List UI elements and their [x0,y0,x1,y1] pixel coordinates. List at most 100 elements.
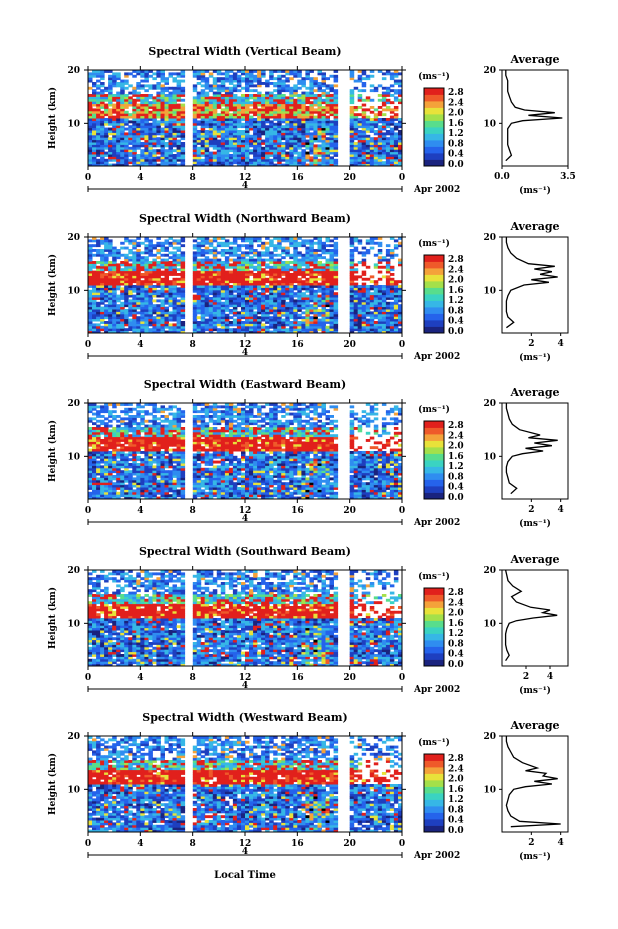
heatmap-cell [176,330,182,334]
heatmap-cell [180,149,186,153]
heatmap-cell [325,142,330,145]
heatmap-cell [281,270,286,274]
heatmap-cell [309,151,314,155]
heatmap-cell [377,139,383,143]
heatmap-cell [289,142,294,145]
heatmap-cell [309,113,314,117]
heatmap-cell [180,261,186,264]
heatmap-cell [92,151,97,155]
heatmap-cell [249,313,254,317]
heatmap-cell [224,113,230,117]
heatmap-cell [285,292,290,296]
heatmap-cell [245,130,250,133]
heatmap-cell [140,74,145,78]
heatmap-cell [369,299,375,303]
x-tick-label: 8 [190,173,196,183]
heatmap-cell [297,316,302,320]
heatmap-cell [144,261,149,264]
heatmap-cell [144,321,149,324]
heatmap-cell [116,77,121,81]
heatmap-cell [164,316,169,320]
heatmap-cell [160,289,165,293]
heatmap-cell [333,151,339,155]
heatmap-cell [329,96,334,100]
heatmap-cell [212,277,218,281]
heatmap-cell [160,316,165,320]
data-gap [186,237,193,333]
heatmap-cell [289,130,294,133]
heatmap-cell [116,285,121,288]
heatmap-cell [192,115,198,119]
heatmap-cell [277,239,282,243]
heatmap-cell [253,84,258,88]
heatmap-cell [88,163,93,167]
heatmap-cell [389,163,395,167]
heatmap-cell [329,311,334,315]
heatmap-cell [204,106,210,109]
heatmap-cell [204,137,210,141]
heatmap-cell [393,151,399,155]
heatmap-cell [309,244,314,248]
heatmap-cell [152,323,157,327]
heatmap-cell [321,79,326,83]
heatmap-cell [301,280,306,284]
heatmap-cell [281,304,286,308]
heatmap-cell [128,127,133,131]
heatmap-cell [373,154,379,157]
heatmap-cell [228,246,234,250]
heatmap-cell [112,132,117,136]
heatmap-cell [385,251,391,255]
heatmap-cell [172,309,177,312]
colorbar-tick-label: 1.6 [448,119,464,129]
heatmap-cell [200,294,206,298]
colorbar-tick-label: 1.2 [448,296,464,306]
heatmap-cell [273,244,278,248]
heatmap-cell [305,98,310,102]
heatmap-cell [313,258,318,262]
heatmap-cell [333,301,339,305]
heatmap-cell [381,292,387,296]
heatmap-cell [289,325,294,329]
heatmap-cell [192,127,198,131]
heatmap-cell [124,292,129,296]
heatmap-cell [277,313,282,317]
heatmap-cell [124,270,129,274]
heatmap-cell [148,268,153,272]
heatmap-cell [92,118,97,121]
heatmap-cell [116,313,121,317]
heatmap-cell [124,299,129,303]
x-tick-label: 8 [190,340,196,350]
heatmap-cell [253,294,258,298]
heatmap-cell [112,106,117,109]
heatmap-cell [140,265,145,269]
heatmap-cell [96,241,101,245]
heatmap-cell [369,120,375,124]
heatmap-cell [104,106,109,109]
heatmap-cell [176,163,182,167]
heatmap-cell [96,275,101,279]
heatmap-cell [241,132,246,136]
heatmap-cell [136,156,141,160]
heatmap-cell [373,237,379,240]
heatmap-cell [196,249,202,252]
average-profile-line [505,70,563,162]
heatmap-cell [289,289,294,293]
heatmap-cell [228,139,234,143]
heatmap-cell [277,282,282,286]
heatmap-cell [321,151,326,155]
heatmap-cell [216,299,222,303]
heatmap-cell [216,130,222,133]
heatmap-cell [104,244,109,248]
heatmap-cell [313,289,318,293]
heatmap-cell [112,258,117,262]
heatmap-cell [144,158,149,162]
heatmap-cell [265,144,270,148]
heatmap-cell [253,313,258,317]
heatmap-cell [301,261,306,264]
heatmap-cell [124,120,129,124]
heatmap-cell [160,139,165,143]
heatmap-cell [381,287,387,291]
heatmap-cell [156,306,161,310]
heatmap-cell [253,158,258,162]
heatmap-cell [273,311,278,315]
